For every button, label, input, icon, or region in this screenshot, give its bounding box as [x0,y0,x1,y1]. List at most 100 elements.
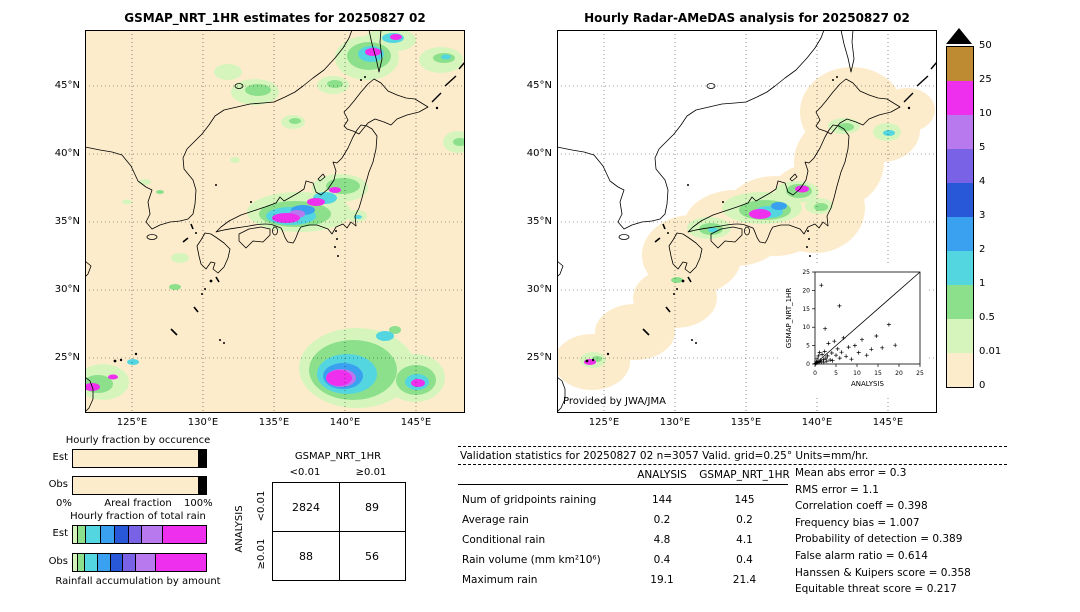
colorbar-label: 10 [979,108,992,119]
areal-fraction-100: 100% [184,498,213,509]
scatter-point [829,351,834,355]
right-map-lon-tick: 145°E [872,417,904,428]
taiwan [84,376,94,413]
scatter-point [869,347,874,352]
scatter-point [830,358,835,363]
bar-segment-10-25 [205,450,207,467]
scatter-point [837,356,842,361]
gsmap-map [77,28,473,413]
scatter-point [839,350,844,355]
scatter-point [822,349,827,354]
right-map-lon-tick: 130°E [659,417,691,428]
bar-segment-3-4 [114,526,128,543]
occurrence-bar-est [72,449,207,468]
stat-value-analysis: 0.4 [653,554,671,566]
bar-segment-2-3 [99,526,115,543]
colorbar-label: 50 [979,40,992,51]
bar-segment-5-10 [204,477,205,494]
scatter-point [844,354,849,359]
scatter-point [864,353,869,358]
colorbar-segment [947,149,973,183]
inset-y-tick-label: 25 [802,269,810,276]
scatter-point [816,353,821,358]
kyushu [196,232,231,274]
right-map-lon-tick: 135°E [730,417,762,428]
bar-segment-0-0.01 [73,477,198,494]
metric-line: Correlation coeff = 0.398 [795,500,928,513]
areal-fraction-0: 0% [56,498,72,509]
totalrain-bar-obs [72,553,207,572]
bar-segment-4-5 [203,477,204,494]
inset-ylabel: GSMAP_NRT_1HR [785,288,793,349]
inset-x-tick-label: 20 [895,370,903,377]
bar-segment-1-2 [83,554,97,571]
colorbar-label: 0.5 [979,312,995,323]
bar-segment-5-10 [135,554,156,571]
bar-segment-0.5-1 [199,477,200,494]
stats-row: Conditional rain 4.8 4.1 [462,530,792,550]
island-dots [113,76,439,363]
bar-segment-1-2 [84,526,100,543]
bar-segment-4-5 [122,554,136,571]
radar-map-svg [554,29,938,414]
contingency-cell-11: 56 [365,549,379,563]
stat-label: Rain volume (mm km²10⁶) [462,554,601,566]
left-map-lon-tick: 140°E [329,417,361,428]
scatter-point [814,360,819,365]
overflow-triangle-icon [946,28,972,44]
bar-segment-1-2 [200,477,201,494]
left-map-lat-tick: 25°N [54,352,80,363]
gsmap-map-svg [77,28,473,413]
bar-segment-3-4 [202,450,204,467]
scatter-point [817,360,822,365]
stat-value-analysis: 0.2 [653,514,671,526]
bar-segment-2-3 [201,477,202,494]
stat-value-gsmap: 0.4 [736,554,753,566]
bar-segment-0.01-0.5 [197,477,199,494]
inset-x-tick-label: 0 [813,370,817,377]
stat-value-gsmap: 0.2 [736,514,753,526]
contingency-axis-label: ANALYSIS [234,505,245,553]
left-map-lat-tick: 35°N [54,216,80,227]
contingency-col-header-lt: <0.01 [289,467,321,478]
totalrain-xlabel: Rainfall accumulation by amount [55,576,221,587]
bar-segment-4-5 [203,450,205,467]
contingency-col-header-ge: ≥0.01 [355,467,387,478]
colorbar-segment [947,251,973,285]
colorbar-label: 4 [979,176,986,187]
honshu [215,124,378,244]
right-map-lon-tick: 125°E [588,417,620,428]
divider-top [458,446,1007,447]
scatter-point [825,353,830,358]
metric-line: RMS error = 1.1 [795,483,879,496]
colorbar-segments [946,46,974,388]
contingency-title: GSMAP_NRT_1HR [294,451,382,462]
inset-x-tick-label: 10 [853,370,861,377]
left-map-lat-tick: 45°N [54,80,80,91]
bar-segment-0.5-1 [198,450,201,467]
right-map-lat-tick: 30°N [526,284,552,295]
identity-line [814,271,921,365]
scatter-point [826,341,831,346]
sakhalin [368,29,383,73]
bar-segment-0.5-1 [76,526,85,543]
scatter-point [893,343,898,348]
china-coast [84,260,92,278]
bar-segment-5-10 [140,526,163,543]
colorbar-label: 5 [979,142,986,153]
bar-segment-5-10 [204,450,206,467]
stats-row: Maximum rain 19.1 21.4 [462,570,792,590]
left-map-lon-tick: 130°E [187,417,219,428]
inset-xlabel: ANALYSIS [851,380,885,388]
jeju-island [146,234,158,240]
bar-segment-0.01-0.5 [73,554,77,571]
totalrain-chart-title: Hourly fraction of total rain [70,511,206,522]
stat-label: Num of gridpoints raining [462,494,597,506]
map-credit: Provided by JWA/JMA [563,396,666,407]
scatter-point [821,357,826,362]
occurrence-bar-obs [72,476,207,495]
colorbar-label: 25 [979,74,992,85]
left-map-lat-tick: 40°N [54,148,80,159]
scatter-point [835,346,840,351]
